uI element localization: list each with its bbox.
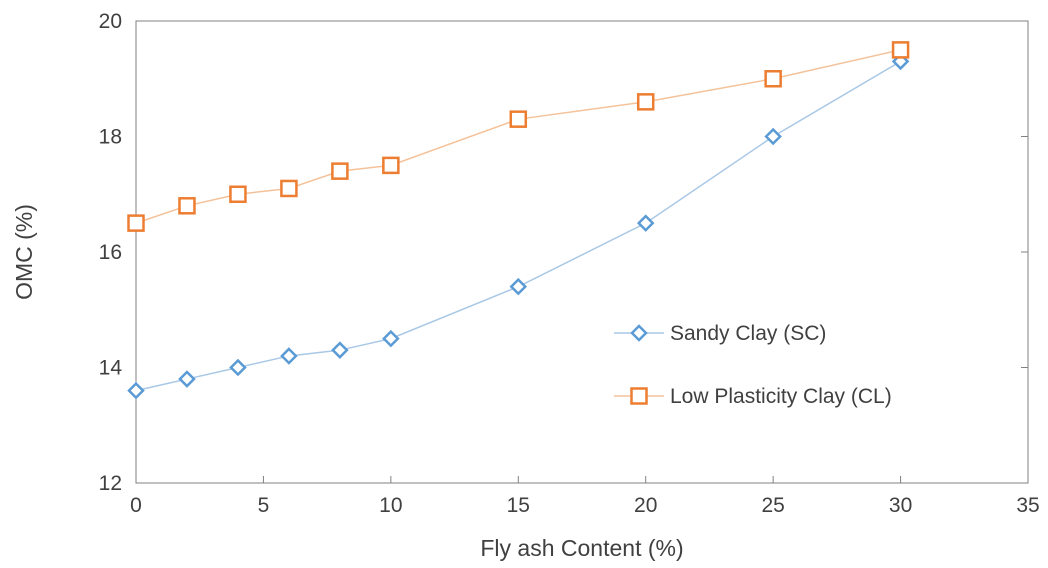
x-tick-labels: 0 5 10 15 20 25 30 35	[130, 494, 1040, 517]
legend: Sandy Clay (SC) Low Plasticity Clay (CL)	[614, 322, 892, 408]
x-tick-label: 35	[1016, 494, 1039, 517]
legend-item: Low Plasticity Clay (CL)	[614, 385, 892, 408]
data-point	[764, 70, 782, 88]
y-axis-title: OMC (%)	[11, 204, 37, 300]
data-point	[636, 214, 655, 232]
data-point	[127, 214, 145, 232]
data-point	[280, 179, 298, 198]
data-point	[178, 370, 196, 388]
x-tick-label: 5	[258, 494, 270, 517]
x-tick-label: 0	[130, 494, 142, 517]
data-point	[229, 358, 247, 377]
data-point	[509, 110, 528, 128]
series-layer	[127, 41, 910, 400]
data-point	[331, 341, 349, 359]
y-tick-label: 20	[99, 10, 122, 33]
legend-item: Sandy Clay (SC)	[614, 322, 826, 345]
data-point	[509, 277, 528, 296]
x-tick-label: 15	[507, 494, 530, 517]
data-point	[331, 162, 349, 180]
series-line	[135, 49, 901, 224]
plot-area-frame	[135, 20, 1029, 484]
series-2	[127, 41, 910, 232]
x-tick-label: 25	[761, 494, 784, 517]
data-point	[382, 156, 400, 175]
data-point	[178, 197, 196, 215]
x-tick-label: 10	[379, 494, 402, 517]
data-point	[382, 329, 400, 348]
legend-label: Sandy Clay (SC)	[670, 322, 826, 345]
legend-marker	[630, 387, 648, 405]
data-point	[636, 93, 655, 111]
x-tick-label: 30	[889, 494, 912, 517]
legend-label: Low Plasticity Clay (CL)	[670, 385, 892, 408]
data-point	[891, 41, 910, 59]
x-axis-title: Fly ash Content (%)	[480, 535, 683, 561]
data-point	[229, 185, 247, 203]
axis-ticks	[135, 20, 1029, 484]
data-point	[764, 127, 782, 146]
y-tick-label: 18	[99, 126, 122, 149]
y-tick-label: 14	[99, 357, 123, 380]
data-point	[127, 381, 145, 400]
y-tick-label: 16	[99, 241, 122, 264]
x-tick-label: 20	[634, 494, 657, 517]
series-line	[135, 60, 901, 392]
data-point	[280, 347, 298, 365]
y-tick-labels: 12 14 16 18 20	[99, 10, 123, 495]
y-tick-label: 12	[99, 472, 122, 495]
legend-marker	[630, 324, 648, 342]
series-1	[127, 52, 910, 400]
